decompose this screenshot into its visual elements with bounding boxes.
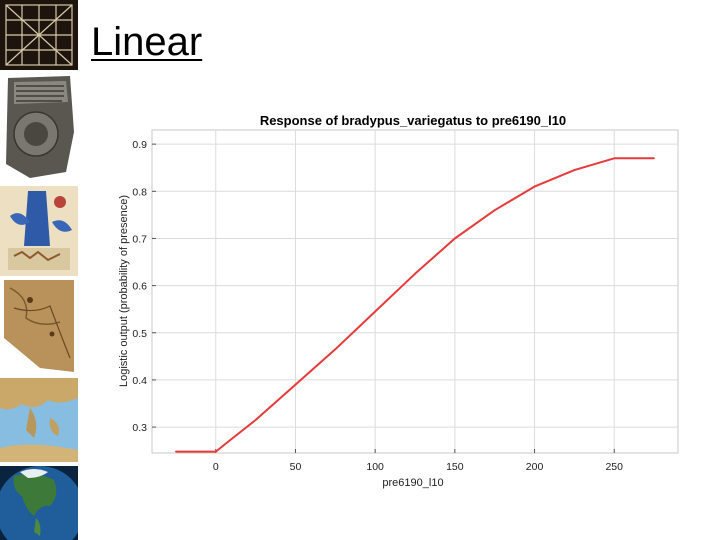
plot-area (151, 129, 679, 454)
data-point (533, 185, 536, 188)
grid-lines (152, 130, 678, 453)
data-point (374, 310, 376, 313)
x-tick-label: 50 (290, 461, 302, 473)
data-point (175, 450, 177, 453)
data-point (414, 273, 416, 275)
y-axis-label: Logistic output (probability of presence… (118, 195, 130, 387)
x-tick-label: 0 (213, 461, 219, 473)
data-point (214, 450, 217, 453)
x-tick-label: 150 (446, 461, 464, 473)
x-tick-label: 100 (366, 461, 384, 473)
thumbnail-strip (0, 0, 80, 540)
y-tick-label: 0.4 (132, 375, 147, 387)
slide-title: Linear (91, 20, 203, 64)
y-tick-label: 0.5 (132, 328, 147, 340)
axis-ticks: 0 50 100 150 200 250 0.3 0.4 0.5 0.6 0.7 0.8 0.9 (132, 139, 623, 473)
data-point (653, 157, 655, 160)
y-tick-label: 0.6 (132, 281, 147, 293)
x-axis-label: pre6190_l10 (382, 477, 443, 489)
data-point (454, 237, 456, 240)
data-point (254, 419, 257, 421)
data-point (294, 383, 297, 386)
series-layer (175, 157, 655, 453)
data-point (573, 169, 576, 171)
y-tick-label: 0.3 (132, 422, 147, 434)
globe-north-america-thumbnail (0, 466, 78, 540)
mediterranean-map-thumbnail (0, 378, 78, 462)
y-tick-label: 0.8 (132, 186, 147, 198)
y-tick-label: 0.7 (132, 233, 147, 245)
chart-title: Response of bradypus_variegatus to pre61… (260, 113, 566, 128)
medieval-map-thumbnail (0, 186, 78, 276)
data-point (493, 209, 496, 211)
clay-tablet-thumbnail (0, 72, 78, 182)
x-tick-label: 200 (526, 461, 544, 473)
data-point (334, 348, 337, 351)
grid-map-thumbnail (0, 0, 78, 70)
response-line (175, 157, 655, 453)
data-point (613, 157, 616, 160)
x-tick-label: 250 (605, 461, 623, 473)
y-tick-label: 0.9 (132, 139, 147, 151)
parchment-map-thumbnail (0, 278, 78, 374)
data-point (230, 438, 233, 440)
